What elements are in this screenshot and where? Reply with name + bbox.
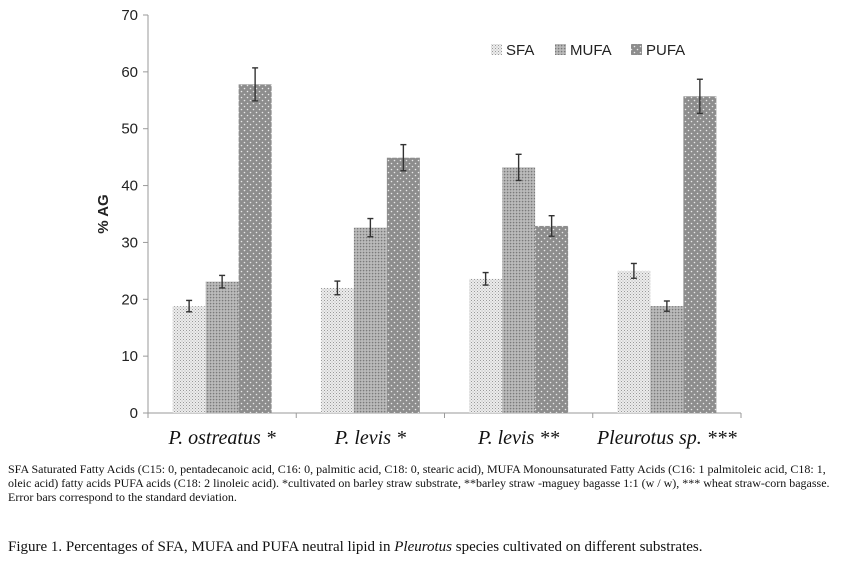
error-bar-pufa-1: [400, 143, 407, 172]
bar-mufa-2: [502, 167, 536, 413]
bars: [172, 84, 717, 413]
y-tick-label: 40: [121, 178, 138, 195]
legend-swatch-pufa: [631, 44, 642, 55]
y-tick-label: 0: [130, 405, 138, 422]
bar-sfa-2: [469, 278, 503, 413]
bar-mufa-0: [205, 281, 239, 413]
figure-caption: Figure 1. Percentages of SFA, MUFA and P…: [8, 539, 838, 556]
category-label-0: P. ostreatus *: [168, 427, 276, 449]
y-ticks: 0 10 20 30 40 50 60 70: [121, 7, 148, 422]
bar-chart: 0 10 20 30 40 50 60 70 P. ostreatus * P. levis *…: [95, 7, 742, 449]
error-bar-pufa-3: [696, 78, 703, 115]
legend-swatch-mufa: [555, 44, 566, 55]
error-bar-pufa-2: [548, 215, 555, 237]
bar-pufa-2: [535, 225, 569, 413]
y-tick-label: 70: [121, 7, 138, 24]
bar-sfa-3: [617, 270, 651, 413]
category-label-2: P. levis **: [477, 427, 559, 449]
legend-label-pufa: PUFA: [646, 42, 685, 59]
legend-label-mufa: MUFA: [570, 42, 612, 59]
legend: SFA MUFA PUFA: [491, 42, 685, 59]
caption-suffix: species cultivated on different substrat…: [452, 539, 703, 555]
figure-footnote: SFA Saturated Fatty Acids (C15: 0, penta…: [8, 462, 830, 504]
category-labels: P. ostreatus * P. levis * P. levis ** Pleur…: [168, 427, 737, 449]
error-bar-mufa-3: [663, 300, 670, 312]
bar-pufa-3: [683, 96, 717, 413]
bar-pufa-0: [238, 84, 272, 413]
error-bar-mufa-1: [367, 217, 374, 238]
error-bar-mufa-0: [219, 274, 226, 289]
y-tick-label: 60: [121, 64, 138, 81]
error-bar-sfa-0: [186, 299, 193, 313]
x-ticks: [147, 413, 742, 418]
legend-label-sfa: SFA: [506, 42, 534, 59]
bar-mufa-3: [650, 306, 684, 413]
error-bar-pufa-0: [252, 67, 259, 102]
y-tick-label: 20: [121, 291, 138, 308]
bar-mufa-1: [353, 227, 387, 413]
y-tick-label: 50: [121, 121, 138, 138]
error-bar-sfa-1: [334, 280, 341, 296]
bar-sfa-0: [172, 306, 206, 413]
y-tick-label: 30: [121, 234, 138, 251]
y-axis-label: % AG: [95, 194, 112, 233]
error-bar-mufa-2: [515, 153, 522, 182]
error-bars: [186, 67, 703, 313]
error-bar-sfa-2: [482, 271, 489, 286]
category-label-3: Pleurotus sp. ***: [596, 427, 737, 449]
caption-genus: Pleurotus: [394, 539, 453, 555]
caption-prefix: Figure 1. Percentages of SFA, MUFA and P…: [8, 539, 395, 555]
bar-pufa-1: [386, 157, 420, 413]
legend-swatch-sfa: [491, 44, 502, 55]
y-tick-label: 10: [121, 348, 138, 365]
error-bar-sfa-3: [630, 262, 637, 279]
category-label-1: P. levis *: [334, 427, 406, 449]
bar-sfa-1: [320, 287, 354, 413]
